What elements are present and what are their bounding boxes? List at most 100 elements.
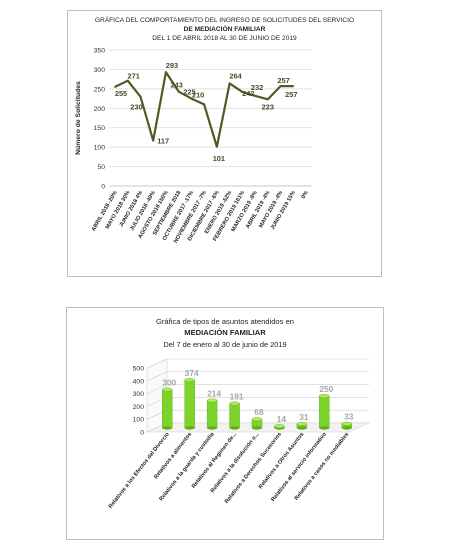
data-point <box>292 85 295 88</box>
bar-base <box>207 426 218 430</box>
y-tick-label: 250 <box>94 86 106 93</box>
bar-body <box>184 379 195 429</box>
data-label: 33 <box>344 412 354 422</box>
y-tick-label: 300 <box>133 391 145 398</box>
data-label: 232 <box>251 83 263 92</box>
bar-chart: 0 100 200 300 400 500 300 374 214 191 68 14 31 250 33 R… <box>108 358 370 510</box>
data-label: 250 <box>319 384 333 394</box>
data-point <box>279 85 282 88</box>
bar <box>319 393 330 430</box>
data-point <box>254 94 256 97</box>
y-tick-label: 200 <box>133 404 145 411</box>
bar <box>184 378 195 430</box>
bar-top <box>162 387 173 392</box>
chart2-title: Gráfica de tipos de asuntos atendidos en <box>155 317 295 326</box>
data-label: 264 <box>229 71 242 80</box>
data-label: 31 <box>299 412 309 422</box>
bar-body <box>162 389 173 429</box>
y-tick-label: 100 <box>94 145 106 152</box>
bar-top <box>319 393 330 398</box>
gridline-side <box>146 371 168 382</box>
y-tick-label: 200 <box>94 106 106 113</box>
x-tick-label: 0% <box>300 190 309 200</box>
y-tick-label: 0 <box>140 430 144 437</box>
data-label: 243 <box>170 81 182 90</box>
data-point <box>241 91 244 93</box>
line-chart: 0 50 100 150 200 250 300 350 Número de Solicitud… <box>75 48 312 244</box>
y-tick-label: 350 <box>94 48 106 55</box>
line-chart-panel: GRÁFICA DEL COMPORTAMIENTO DEL INGRESO D… <box>67 10 382 277</box>
x-tick-label: Relativos a Otros Asuntos <box>258 432 306 491</box>
bar <box>296 422 308 430</box>
bar <box>229 401 240 430</box>
data-label: 293 <box>166 61 178 70</box>
gridline-side <box>146 358 168 369</box>
data-label: 257 <box>285 90 297 99</box>
bar-base <box>296 426 307 430</box>
bar-top <box>229 401 240 406</box>
data-label: 271 <box>128 72 140 81</box>
chart2-date-range: Del 7 de enero al 30 de junio de 2019 <box>163 340 287 349</box>
data-label: 374 <box>185 368 199 378</box>
x-tick-label: Relativos al Regimen de... <box>191 431 238 489</box>
data-label: 300 <box>162 378 176 388</box>
data-label: 230 <box>130 103 142 112</box>
data-label: 210 <box>192 90 204 99</box>
bar-top <box>251 417 263 422</box>
bar <box>206 398 218 430</box>
bar-base <box>184 426 195 430</box>
bar <box>274 424 285 430</box>
bar-top <box>206 398 218 403</box>
bar-base <box>162 426 173 430</box>
data-label: 191 <box>230 392 244 402</box>
y-tick-label: 400 <box>133 378 145 385</box>
data-point <box>177 90 180 93</box>
data-label: 101 <box>213 154 225 163</box>
bar-top <box>274 424 285 429</box>
bar-top <box>184 378 195 383</box>
data-label: 68 <box>254 407 264 417</box>
data-label: 117 <box>157 137 169 146</box>
data-label: 214 <box>207 389 221 399</box>
gridline-side <box>146 384 168 394</box>
data-point <box>203 103 206 106</box>
chart1-title: GRÁFICA DEL COMPORTAMIENTO DEL INGRESO D… <box>94 17 355 24</box>
bar-top <box>296 422 308 426</box>
bar <box>341 421 352 430</box>
bar <box>251 417 263 430</box>
bar-base <box>229 426 240 430</box>
data-label: 255 <box>115 89 127 98</box>
bar-top <box>341 421 352 426</box>
data-point <box>228 82 231 85</box>
data-point <box>266 98 269 101</box>
y-tick-label: 300 <box>94 67 106 74</box>
bar-body <box>206 400 218 429</box>
bar-base <box>319 426 330 430</box>
data-label: 14 <box>277 414 287 424</box>
y-tick-label: 100 <box>133 417 145 424</box>
chart2-subtitle: MEDIACIÓN FAMILIAR <box>184 328 266 337</box>
data-label: 223 <box>262 102 274 111</box>
chart1-subtitle: DE MEDIACIÓN FAMILIAR <box>183 26 266 33</box>
data-label: 242 <box>242 89 254 98</box>
bar-body <box>229 403 240 429</box>
bar-chart-panel: Gráfica de tipos de asuntos atendidos en… <box>66 307 384 540</box>
bar-base <box>341 426 352 430</box>
bar-body <box>319 395 330 429</box>
data-label: 225 <box>183 88 195 97</box>
chart1-date-range: DEL 1 DE ABRIL 2018 AL 30 DE JUNIO DE 20… <box>152 35 297 42</box>
data-point <box>139 95 142 98</box>
y-tick-label: 500 <box>133 366 145 373</box>
bar-base <box>252 426 262 430</box>
y-tick-label: 50 <box>97 164 105 171</box>
data-point <box>190 97 193 100</box>
data-label: 257 <box>277 76 289 85</box>
data-point <box>152 139 155 142</box>
bar <box>162 387 173 430</box>
y-tick-label: 150 <box>94 125 106 132</box>
data-point <box>215 145 218 148</box>
data-point <box>114 86 116 88</box>
data-point <box>165 71 167 74</box>
y-axis-label: Número de Solicitudes <box>75 81 82 155</box>
y-tick-label: 0 <box>101 184 105 191</box>
